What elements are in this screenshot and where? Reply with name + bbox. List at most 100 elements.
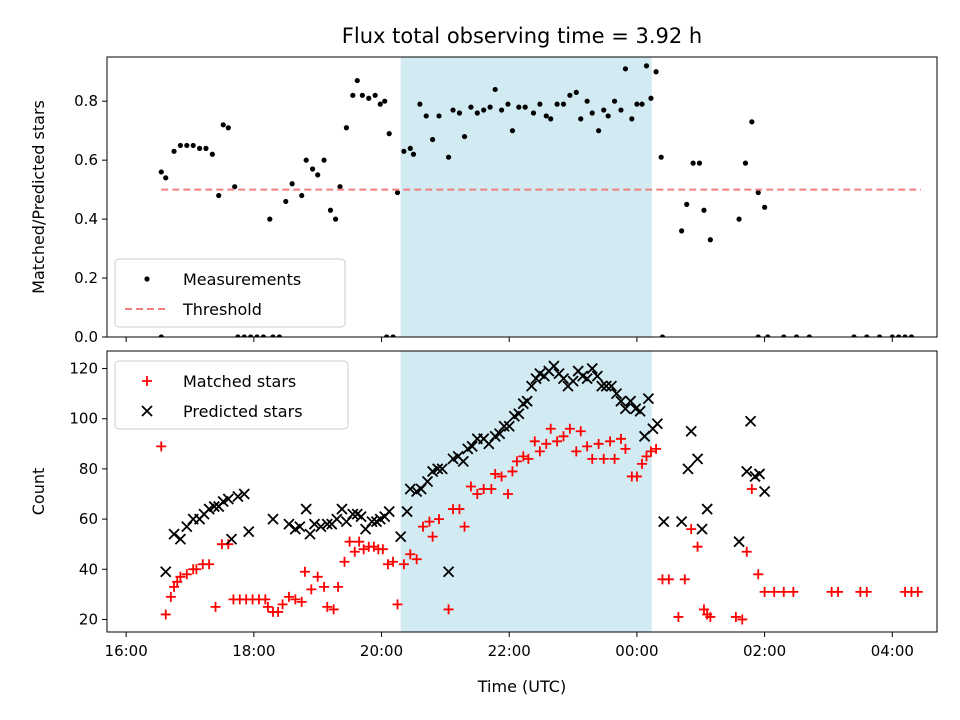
plot-area — [156, 360, 923, 625]
data-point — [283, 198, 289, 205]
data-point — [232, 184, 238, 190]
data-point — [156, 441, 167, 452]
data-point — [487, 104, 493, 110]
data-point — [589, 110, 595, 116]
data-point — [513, 408, 525, 420]
data-point — [382, 559, 393, 570]
data-point — [411, 554, 422, 565]
data-point — [241, 334, 247, 337]
data-point — [582, 441, 593, 452]
data-point — [742, 160, 749, 166]
data-point — [190, 142, 196, 149]
chart-title: Flux total observing time = 3.92 h — [342, 24, 702, 48]
data-point — [392, 599, 403, 610]
legend-label-threshold: Threshold — [182, 300, 262, 319]
data-point — [686, 524, 697, 535]
axes-frame — [106, 350, 938, 633]
data-point — [196, 145, 203, 151]
data-point — [308, 518, 321, 530]
data-point — [629, 116, 635, 122]
data-point — [534, 446, 545, 457]
data-point — [889, 334, 895, 337]
series-matched-stars — [156, 423, 923, 625]
data-point — [558, 431, 569, 442]
data-point — [322, 601, 333, 612]
data-point — [758, 485, 771, 498]
data-point — [619, 403, 632, 415]
data-point — [355, 510, 367, 523]
data-point — [548, 116, 554, 122]
data-point — [634, 405, 646, 417]
data-point — [456, 110, 463, 116]
data-point — [315, 520, 327, 533]
data-point — [692, 541, 703, 552]
data-point — [254, 334, 260, 337]
data-point — [468, 104, 474, 110]
data-point — [222, 493, 234, 505]
data-point — [223, 539, 234, 550]
x-tick-label: 16:00 — [105, 642, 148, 660]
data-point — [601, 107, 607, 113]
y-tick-label: 0.2 — [74, 269, 98, 287]
data-point — [902, 334, 908, 337]
data-point — [225, 533, 238, 545]
data-point — [530, 110, 537, 116]
data-point — [333, 581, 344, 592]
data-point — [610, 388, 623, 400]
data-point — [410, 151, 417, 157]
data-point — [327, 207, 334, 213]
data-point — [659, 334, 666, 337]
y-axis-label: Count — [29, 468, 48, 516]
y-tick-label: 0.6 — [74, 151, 98, 169]
data-point — [634, 101, 640, 107]
data-point — [321, 157, 327, 163]
data-point — [296, 596, 307, 607]
data-point — [615, 395, 627, 407]
data-point — [679, 228, 685, 234]
data-point — [643, 63, 650, 69]
y-axis-label: Matched/Predicted stars — [29, 100, 48, 294]
data-point — [753, 468, 766, 480]
data-point — [319, 581, 330, 592]
y-tick-label: 40 — [79, 560, 98, 578]
data-point — [578, 116, 584, 122]
y-tick-label: 20 — [79, 610, 98, 628]
x-axis-label: Time (UTC) — [477, 677, 566, 696]
data-point — [220, 122, 226, 128]
data-point — [781, 334, 787, 337]
data-point — [908, 334, 915, 337]
data-point — [472, 489, 483, 500]
data-point — [436, 463, 448, 475]
data-point — [225, 125, 231, 131]
data-point — [851, 334, 857, 337]
data-point — [587, 453, 598, 464]
data-point — [690, 160, 696, 166]
data-point — [404, 483, 416, 495]
data-point — [306, 584, 317, 595]
data-point — [653, 69, 659, 75]
data-point — [290, 594, 301, 605]
data-point — [191, 564, 202, 575]
data-point — [398, 559, 409, 570]
plot-area — [158, 63, 922, 337]
data-point — [521, 395, 533, 407]
data-point — [498, 107, 505, 113]
data-point — [624, 395, 637, 407]
data-point — [648, 95, 654, 101]
data-point — [171, 148, 177, 154]
data-point — [243, 526, 255, 538]
data-point — [424, 516, 435, 527]
data-point — [175, 571, 186, 582]
data-point — [289, 181, 295, 187]
data-point — [168, 528, 180, 540]
data-point — [571, 446, 582, 457]
data-point — [631, 471, 642, 482]
data-point — [466, 440, 478, 452]
data-point — [332, 216, 339, 222]
data-point — [273, 606, 284, 617]
legend-label-predicted-stars: Predicted stars — [183, 402, 303, 421]
data-point — [377, 101, 383, 107]
data-point — [232, 490, 244, 503]
data-point — [277, 599, 288, 610]
data-point — [586, 362, 598, 375]
